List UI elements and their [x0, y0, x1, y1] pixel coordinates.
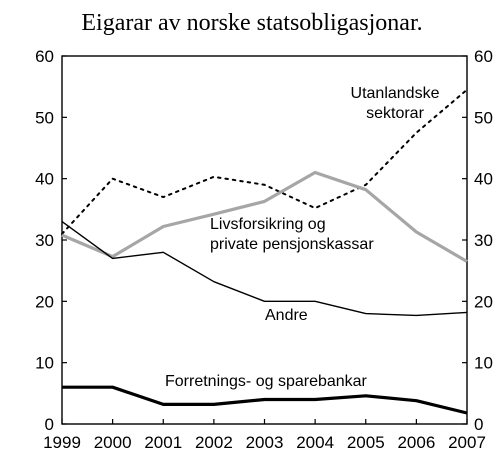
x-tick-label: 2000 — [94, 433, 132, 452]
series-label-2: Andre — [265, 307, 308, 324]
x-tick-label: 2007 — [448, 433, 486, 452]
y-tick-label-left: 60 — [35, 47, 54, 66]
y-tick-label-left: 30 — [35, 231, 54, 250]
x-tick-label: 2006 — [397, 433, 435, 452]
x-tick-label: 2003 — [246, 433, 284, 452]
x-tick-label: 2001 — [144, 433, 182, 452]
series-line-1 — [61, 170, 468, 263]
series-lines — [61, 88, 468, 415]
y-axis-left: 0 10 20 30 40 50 60 — [35, 47, 67, 434]
y-tick-label-left: 40 — [35, 170, 54, 189]
chart-title: Eigarar av norske statsobligasjonar. — [81, 10, 422, 36]
x-axis: 1999 2000 2001 2002 2003 2004 2005 2006 2007 — [43, 419, 486, 452]
y-tick-label-right: 10 — [474, 354, 493, 373]
y-tick-label-right: 50 — [474, 108, 493, 127]
y-tick-label-left: 10 — [35, 354, 54, 373]
x-tick-label: 1999 — [43, 433, 81, 452]
y-tick-label-left: 0 — [45, 415, 54, 434]
series-label-0: sektorar — [366, 105, 424, 122]
y-tick-label-right: 0 — [474, 415, 483, 434]
y-axis-right: 0 10 20 30 40 50 60 — [462, 47, 493, 434]
series-label-0: Utanlandske — [351, 85, 440, 102]
series-label-1: Livsforsikring og — [210, 216, 326, 233]
y-tick-label-right: 40 — [474, 170, 493, 189]
y-tick-label-right: 30 — [474, 231, 493, 250]
series-line-2 — [61, 221, 468, 317]
y-tick-label-left: 20 — [35, 292, 54, 311]
series-line-3 — [62, 385, 468, 415]
series-label-3: Forretnings- og sparebankar — [165, 373, 368, 390]
series-label-1: private pensjonskassar — [210, 236, 374, 253]
y-tick-label-left: 50 — [35, 108, 54, 127]
x-tick-label: 2004 — [296, 433, 334, 452]
series-labels: Utanlandske sektorar Livsforsikring og priv… — [165, 85, 440, 390]
y-tick-label-right: 60 — [474, 47, 493, 66]
x-tick-label: 2005 — [347, 433, 385, 452]
series-line-0 — [61, 88, 468, 235]
x-tick-label: 2002 — [195, 433, 233, 452]
y-tick-label-right: 20 — [474, 292, 493, 311]
